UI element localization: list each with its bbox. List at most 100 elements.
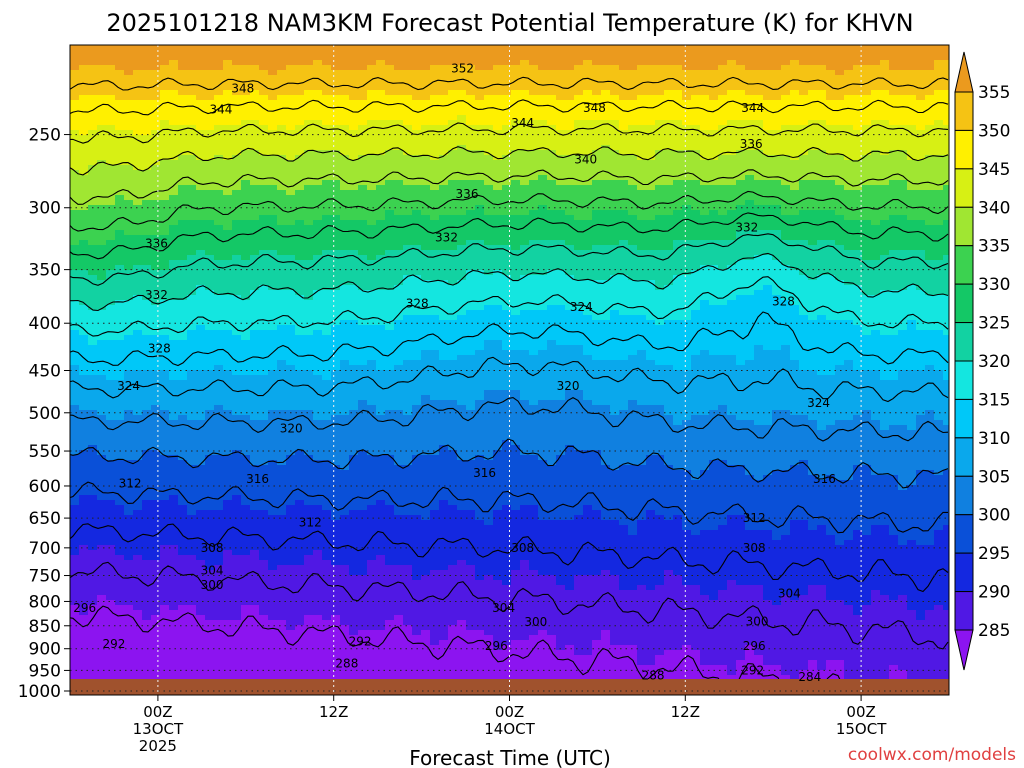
fill-cell — [808, 320, 818, 371]
fill-cell — [205, 160, 215, 191]
fill-cell — [880, 430, 890, 476]
colorbar-label: 285 — [978, 621, 1010, 641]
fill-cell — [358, 220, 368, 256]
fill-cell — [439, 65, 449, 96]
fill-cell — [754, 95, 764, 121]
colorbar-label: 300 — [978, 506, 1010, 526]
fill-cell — [655, 405, 665, 456]
fill-cell — [889, 150, 899, 181]
fill-cell — [97, 160, 107, 206]
colorbar-label: 325 — [978, 314, 1010, 334]
fill-cell — [97, 310, 107, 341]
fill-cell — [943, 380, 949, 426]
fill-cell — [718, 65, 728, 96]
y-tick-label: 750 — [29, 567, 61, 587]
colorbar-swatch — [954, 514, 974, 554]
fill-cell — [511, 45, 521, 66]
fill-cell — [385, 65, 395, 96]
fill-cell — [259, 375, 269, 421]
fill-cell — [862, 335, 872, 371]
fill-cell — [133, 205, 143, 236]
fill-cell — [70, 405, 80, 456]
fill-cell — [574, 450, 584, 516]
fill-cell — [574, 280, 584, 311]
fill-cell — [313, 60, 323, 91]
fill-cell — [619, 525, 629, 591]
fill-cell — [907, 610, 917, 686]
fill-cell — [736, 660, 746, 695]
fill-cell — [259, 615, 269, 695]
fill-cell — [673, 240, 683, 276]
fill-cell — [304, 300, 314, 336]
fill-cell — [151, 615, 161, 695]
fill-cell — [475, 455, 485, 521]
fill-cell — [772, 205, 782, 231]
fill-cell — [700, 595, 710, 666]
fill-cell — [286, 410, 296, 456]
fill-cell — [79, 210, 89, 241]
fill-cell — [817, 480, 827, 526]
fill-cell — [853, 250, 863, 286]
fill-cell — [619, 155, 629, 181]
fill-cell — [268, 620, 278, 695]
fill-cell — [691, 210, 701, 241]
fill-cell — [277, 45, 287, 71]
colorbar-top-arrow — [954, 51, 974, 93]
fill-cell — [745, 530, 755, 586]
contour-label: 296 — [485, 639, 508, 653]
fill-cell — [322, 420, 332, 461]
fill-cell — [466, 210, 476, 241]
fill-cell — [574, 655, 584, 695]
fill-cell — [592, 120, 602, 151]
fill-cell — [277, 95, 287, 126]
fill-cell — [880, 335, 890, 381]
fill-cell — [295, 565, 305, 626]
fill-cell — [385, 505, 395, 566]
gridlines — [70, 45, 949, 695]
fill-cell — [709, 530, 719, 601]
fill-cell — [547, 150, 557, 181]
fill-cell — [475, 310, 485, 351]
fill-cell — [925, 365, 935, 411]
fill-cell — [232, 45, 242, 66]
fill-cell — [268, 250, 278, 291]
fill-cell — [736, 205, 746, 231]
fill-cell — [295, 370, 305, 411]
fill-cell — [448, 565, 458, 626]
fill-cell — [385, 180, 395, 211]
contour-line-328 — [70, 212, 949, 260]
fill-cell — [925, 295, 935, 331]
colorbar-bottom-arrow — [954, 629, 974, 671]
colorbar-swatch — [954, 129, 974, 170]
fill-cell — [736, 180, 746, 206]
fill-cell — [223, 330, 233, 371]
fill-cell — [115, 70, 125, 101]
fill-cell — [439, 215, 449, 251]
fill-cell — [448, 120, 458, 151]
fill-cell — [88, 310, 98, 346]
fill-cell — [907, 45, 917, 71]
fill-cell — [862, 260, 872, 296]
fill-cell — [565, 245, 575, 276]
fill-cell — [241, 455, 251, 506]
fill-cell — [916, 330, 926, 371]
fill-cell — [628, 215, 638, 246]
fill-cell — [619, 360, 629, 411]
fill-cell — [88, 130, 98, 166]
fill-cell — [781, 215, 791, 241]
fill-cell — [898, 425, 908, 491]
fill-cell — [592, 450, 602, 511]
fill-cell — [169, 125, 179, 161]
fill-cell — [520, 400, 530, 456]
colorbar-label: 320 — [978, 352, 1010, 372]
fill-cell — [610, 45, 620, 66]
fill-cell — [628, 185, 638, 216]
fill-cell — [106, 340, 116, 381]
fill-cell — [529, 310, 539, 356]
fill-cell — [466, 270, 476, 311]
fill-cell — [601, 65, 611, 91]
fill-cell — [88, 550, 98, 606]
fill-cell — [376, 325, 386, 371]
colorbar-label: 340 — [978, 198, 1010, 218]
fill-cell — [934, 260, 944, 296]
